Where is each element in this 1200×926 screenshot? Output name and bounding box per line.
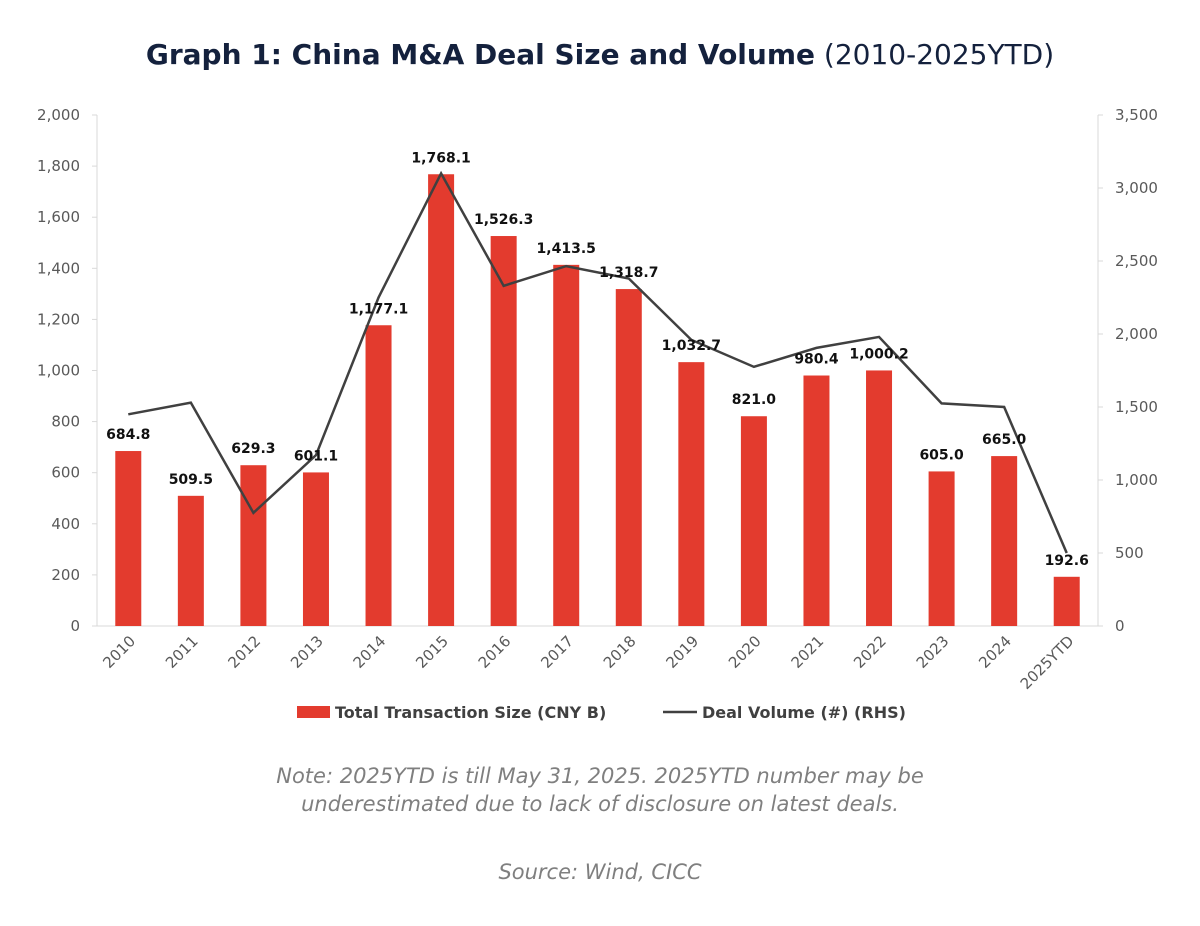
legend-bar-swatch [297,706,330,718]
data-label: 1,032.7 [662,338,721,354]
bar-2021 [803,375,830,626]
deal-volume-line [128,170,1068,554]
x-tick-label: 2024 [975,632,1015,672]
x-tick-label: 2025YTD [1017,632,1078,693]
bar-2018 [615,289,642,626]
bar-2023 [928,471,955,626]
left-tick-label: 1,400 [37,259,80,277]
left-tick-label: 2,000 [37,106,80,124]
note-text: Note: 2025YTD is till May 31, 2025. 2025… [276,764,924,816]
x-tick-label: 2016 [475,632,515,672]
right-tick-label: 3,500 [1115,106,1158,124]
data-label: 980.4 [794,352,839,368]
x-tick-label: 2023 [913,632,953,672]
bar-2025YTD [1053,576,1080,626]
left-tick-label: 400 [51,515,80,533]
x-tick-label: 2017 [537,632,577,672]
bar-2016 [490,236,517,627]
left-tick-label: 0 [70,617,80,635]
title-sub: (2010-2025YTD) [823,38,1055,71]
data-label: 1,526.3 [474,212,533,228]
right-tick-label: 1,500 [1115,398,1158,416]
left-tick-label: 1,200 [37,310,80,328]
data-label: 601.1 [294,448,338,464]
x-tick-label: 2015 [412,632,452,672]
data-label: 665.0 [982,432,1027,448]
data-label: 1,768.1 [411,150,470,166]
x-tick-label: 2022 [850,632,890,672]
x-tick-label: 2021 [788,632,828,672]
bar-2020 [740,416,767,626]
x-tick-label: 2011 [162,632,202,672]
data-label: 1,413.5 [537,241,596,257]
data-label: 1,318.7 [599,265,658,281]
right-tick-label: 1,000 [1115,471,1158,489]
right-tick-label: 2,000 [1115,325,1158,343]
left-tick-label: 200 [51,566,80,584]
x-tick-label: 2018 [600,632,640,672]
source-text: Source: Wind, CICC [498,860,702,884]
right-tick-label: 2,500 [1115,252,1158,270]
x-tick-label: 2014 [350,632,390,672]
left-tick-label: 800 [51,413,80,431]
chart-title: Graph 1: China M&A Deal Size and Volume … [0,38,1200,71]
legend-bar-label: Total Transaction Size (CNY B) [335,703,606,722]
bar-2022 [866,370,893,626]
x-tick-label: 2019 [662,632,702,672]
legend-line-label: Deal Volume (#) (RHS) [702,703,906,722]
left-tick-label: 1,000 [37,362,80,380]
right-tick-label: 3,000 [1115,179,1158,197]
bar-2012 [240,465,267,626]
data-label: 1,177.1 [349,301,408,317]
data-label: 605.0 [919,447,964,463]
x-tick-label: 2013 [287,632,327,672]
title-main: Graph 1: China M&A Deal Size and Volume [145,38,815,71]
bar-2019 [678,362,705,626]
bar-2024 [991,456,1018,626]
left-tick-label: 1,800 [37,157,80,175]
data-label: 684.8 [106,427,150,443]
data-label: 821.0 [732,392,777,408]
bar-2013 [302,472,329,626]
bar-2017 [553,264,580,626]
bar-2015 [428,174,455,627]
right-tick-label: 500 [1115,544,1144,562]
right-tick-label: 0 [1115,617,1125,635]
bar-2014 [365,325,392,626]
x-tick-label: 2020 [725,632,765,672]
data-label: 192.6 [1045,553,1089,569]
x-tick-label: 2010 [99,632,139,672]
data-label: 1,000.2 [849,346,908,362]
bar-2010 [115,451,142,626]
bar-2011 [177,495,204,626]
x-tick-label: 2012 [225,632,265,672]
chart: 0 200 400 600 800 1,000 1,200 1,400 1,600 1,800 2,… [37,106,1158,722]
left-tick-label: 600 [51,464,80,482]
data-label: 509.5 [169,472,213,488]
left-tick-label: 1,600 [37,208,80,226]
data-label: 629.3 [231,441,275,457]
